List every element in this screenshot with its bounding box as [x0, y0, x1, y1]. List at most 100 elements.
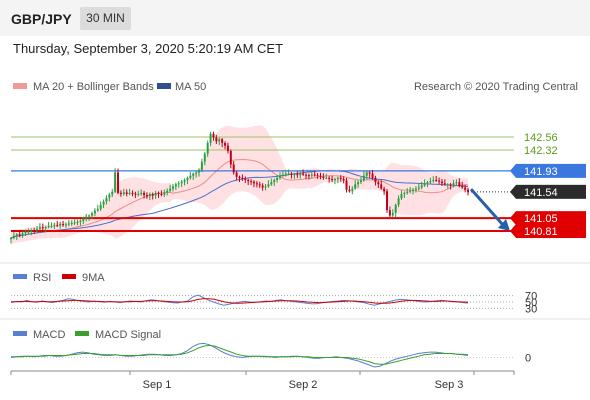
- rsi-tick-label: 50: [525, 297, 537, 309]
- candle: [386, 191, 389, 211]
- candle: [157, 192, 160, 194]
- candle: [174, 184, 177, 187]
- candle: [293, 174, 296, 176]
- ma20-legend-label: MA 20 + Bollinger Bands: [33, 81, 154, 93]
- candle: [394, 204, 397, 213]
- candle: [50, 226, 53, 228]
- candle: [345, 180, 348, 190]
- candle: [53, 225, 56, 227]
- candle: [212, 133, 215, 138]
- candle: [302, 173, 305, 175]
- candle: [96, 209, 99, 211]
- candle: [255, 183, 258, 185]
- candle: [374, 177, 377, 183]
- macd-tick-label: 0: [525, 353, 531, 365]
- candle: [359, 180, 362, 183]
- candle: [119, 192, 122, 194]
- candle: [377, 182, 380, 185]
- candle: [397, 198, 400, 205]
- candle: [192, 173, 195, 176]
- candle: [209, 133, 212, 143]
- candle: [224, 142, 227, 146]
- candle: [388, 210, 391, 216]
- candle: [195, 172, 198, 174]
- candle: [105, 197, 108, 202]
- candle: [391, 212, 394, 216]
- candle: [131, 192, 134, 194]
- candle: [134, 193, 137, 195]
- candle: [296, 174, 299, 176]
- macd-signal-line: [11, 344, 469, 365]
- x-axis: Sep 1 Sep 2 Sep 3: [10, 370, 515, 391]
- candle: [284, 173, 287, 175]
- candle: [305, 174, 308, 176]
- candle: [328, 177, 331, 179]
- candle: [319, 175, 322, 177]
- candle: [85, 216, 88, 219]
- candle: [10, 238, 12, 240]
- candle: [128, 192, 131, 194]
- candle: [180, 181, 183, 184]
- ma50-legend-label: MA 50: [175, 81, 206, 93]
- candle: [406, 191, 409, 193]
- candle: [443, 183, 446, 185]
- bollinger-band: [11, 125, 468, 245]
- macd-panel: 0: [10, 342, 531, 368]
- x-tick-label: Sep 1: [143, 379, 172, 391]
- candle: [24, 232, 27, 234]
- forecast-arrowhead: [498, 219, 510, 232]
- candle: [15, 234, 18, 236]
- candle: [464, 187, 467, 190]
- macd-legend-swatch: [13, 331, 27, 336]
- candle: [383, 188, 386, 192]
- candle: [229, 151, 232, 165]
- forecast-arrow: [469, 188, 505, 227]
- candle: [166, 190, 169, 193]
- candle: [267, 184, 270, 187]
- support-label-tip: [510, 211, 516, 226]
- candle: [62, 224, 65, 226]
- pivot-label: 141.93: [524, 166, 558, 178]
- candle: [357, 182, 360, 185]
- candle: [33, 229, 36, 231]
- candle: [435, 180, 438, 182]
- candle: [137, 193, 140, 195]
- ma20-line: [10, 158, 469, 239]
- candle: [247, 180, 250, 182]
- candle: [99, 204, 102, 210]
- candle: [276, 177, 279, 181]
- candle: [27, 231, 30, 233]
- candle: [186, 177, 189, 181]
- candle: [145, 195, 148, 197]
- ma50-legend-swatch: [157, 83, 171, 89]
- rsi-tick-label: 70: [525, 291, 537, 303]
- candle: [171, 186, 174, 189]
- candle: [449, 184, 452, 186]
- candle: [102, 201, 105, 205]
- candle: [44, 227, 47, 229]
- candle: [154, 192, 157, 196]
- candle: [412, 189, 415, 191]
- candle: [12, 235, 15, 239]
- candle: [316, 175, 319, 177]
- candle: [148, 193, 151, 197]
- candle: [76, 221, 79, 223]
- rsi-ma-legend-swatch: [62, 274, 76, 279]
- x-tick-label: Sep 3: [435, 379, 464, 391]
- candle: [339, 177, 342, 179]
- candle: [221, 139, 224, 143]
- support-label: 140.81: [524, 226, 558, 238]
- candle: [108, 194, 111, 198]
- candle: [348, 189, 351, 192]
- candle: [440, 181, 443, 184]
- ma20-legend-swatch: [13, 83, 27, 89]
- candle: [114, 172, 117, 192]
- candle: [273, 180, 276, 183]
- candle: [446, 184, 449, 186]
- timeframe-button[interactable]: 30 MIN: [80, 7, 131, 30]
- candle: [426, 182, 429, 184]
- candle: [93, 210, 96, 214]
- candle: [333, 178, 336, 181]
- candle: [313, 174, 316, 176]
- candle: [189, 175, 192, 178]
